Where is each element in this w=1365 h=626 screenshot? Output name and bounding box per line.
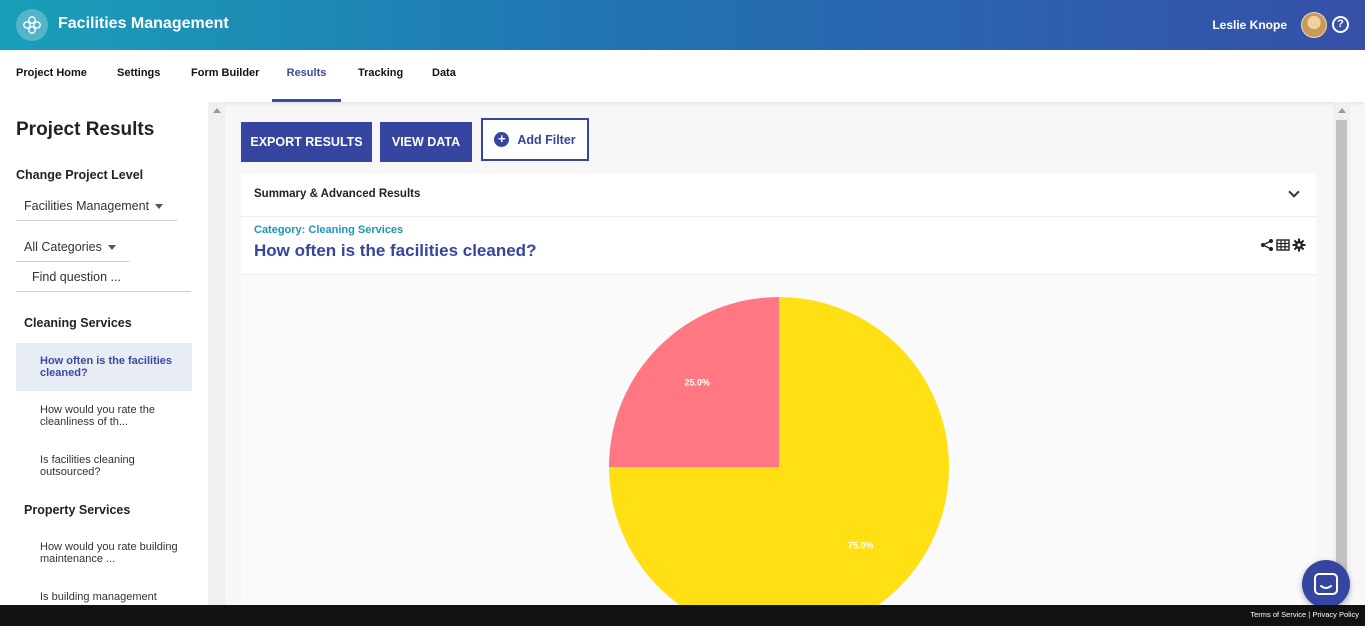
question-title: How often is the facilities cleaned? (254, 241, 537, 260)
terms-link[interactable]: Terms of Service (1250, 610, 1307, 619)
app-title: Facilities Management (58, 15, 229, 32)
question-search-input[interactable]: Find question ... (16, 270, 191, 292)
project-level-value: Facilities Management (24, 199, 150, 213)
project-level-select[interactable]: Facilities Management (16, 195, 177, 221)
results-card: Summary & Advanced Results Category: Cle… (241, 174, 1316, 605)
question-item[interactable]: Is building management (16, 591, 192, 603)
chat-icon (1314, 573, 1338, 595)
question-item-label: How would you rate the cleanliness of th… (40, 404, 155, 428)
flower-icon (23, 16, 41, 34)
main-nav: Project Home Settings Form Builder Resul… (0, 50, 1365, 102)
sidebar: Project Results Change Project Level Fac… (0, 102, 208, 605)
scrollbar-thumb[interactable] (1336, 120, 1347, 580)
chevron-down-icon[interactable] (1288, 186, 1300, 198)
gear-icon[interactable] (1292, 238, 1306, 252)
question-item[interactable]: Is facilities cleaning outsourced? (16, 454, 192, 478)
privacy-link[interactable]: Privacy Policy (1312, 610, 1359, 619)
tab-data[interactable]: Data (432, 67, 456, 79)
question-item-label: How would you rate building maintenance … (40, 541, 178, 565)
category-heading: Cleaning Services (24, 316, 132, 330)
chart-area: 75.0% 25.0% (241, 275, 1316, 605)
question-item-label: Is building management (40, 591, 157, 603)
divider (241, 274, 1316, 275)
plus-circle-icon: + (494, 132, 510, 148)
chart-tools (1260, 238, 1306, 252)
pie-slice-label: 25.0% (684, 377, 710, 387)
pie-chart: 75.0% 25.0% (609, 297, 949, 605)
category-select[interactable]: All Categories (16, 236, 129, 262)
category-select-value: All Categories (24, 240, 102, 254)
sidebar-title: Project Results (16, 119, 155, 140)
main-scrollbar[interactable] (1333, 102, 1350, 605)
chevron-down-icon (107, 245, 116, 251)
scroll-up-icon[interactable] (1337, 108, 1346, 113)
footer-separator: | (1308, 610, 1311, 619)
tab-form-builder[interactable]: Form Builder (191, 67, 260, 79)
pie-slice[interactable] (609, 297, 779, 467)
footer-links: Terms of Service | Privacy Policy (1250, 610, 1359, 619)
search-placeholder: Find question ... (32, 270, 121, 284)
help-icon[interactable]: ? (1332, 16, 1349, 33)
question-item[interactable]: How would you rate the cleanliness of th… (16, 404, 192, 428)
add-filter-label: Add Filter (517, 133, 576, 147)
question-item[interactable]: How would you rate building maintenance … (16, 541, 192, 565)
tab-settings[interactable]: Settings (117, 67, 161, 79)
table-icon[interactable] (1276, 238, 1290, 252)
export-results-button[interactable]: EXPORT RESULTS (241, 122, 372, 162)
tab-tracking[interactable]: Tracking (358, 67, 404, 79)
share-icon[interactable] (1260, 238, 1274, 252)
chat-launcher-button[interactable] (1302, 560, 1350, 608)
summary-accordion[interactable]: Summary & Advanced Results (241, 174, 1316, 217)
change-level-label: Change Project Level (16, 168, 144, 182)
question-item-label: How often is the facilities cleaned? (40, 355, 173, 379)
sidebar-scrollbar[interactable] (208, 102, 225, 605)
category-heading: Property Services (24, 503, 131, 517)
question-category-label: Category: Cleaning Services (254, 224, 404, 236)
tab-project-home[interactable]: Project Home (16, 67, 87, 79)
question-item[interactable]: How often is the facilities cleaned? (16, 343, 192, 391)
footer: Terms of Service | Privacy Policy (0, 605, 1365, 626)
scroll-up-icon[interactable] (212, 108, 221, 113)
app-logo-icon[interactable] (16, 9, 48, 41)
question-item-label: Is facilities cleaning outsourced? (40, 454, 135, 478)
add-filter-button[interactable]: + Add Filter (481, 118, 589, 161)
pie-slice[interactable] (609, 297, 949, 605)
app-header: Facilities Management Leslie Knope ? (0, 0, 1365, 50)
view-data-button[interactable]: VIEW DATA (380, 122, 472, 162)
pie-slice-label: 75.0% (848, 541, 874, 551)
user-name[interactable]: Leslie Knope (1212, 18, 1287, 32)
chevron-down-icon (155, 204, 164, 210)
tab-results[interactable]: Results (272, 50, 341, 102)
summary-label: Summary & Advanced Results (254, 188, 421, 200)
avatar[interactable] (1301, 12, 1327, 38)
